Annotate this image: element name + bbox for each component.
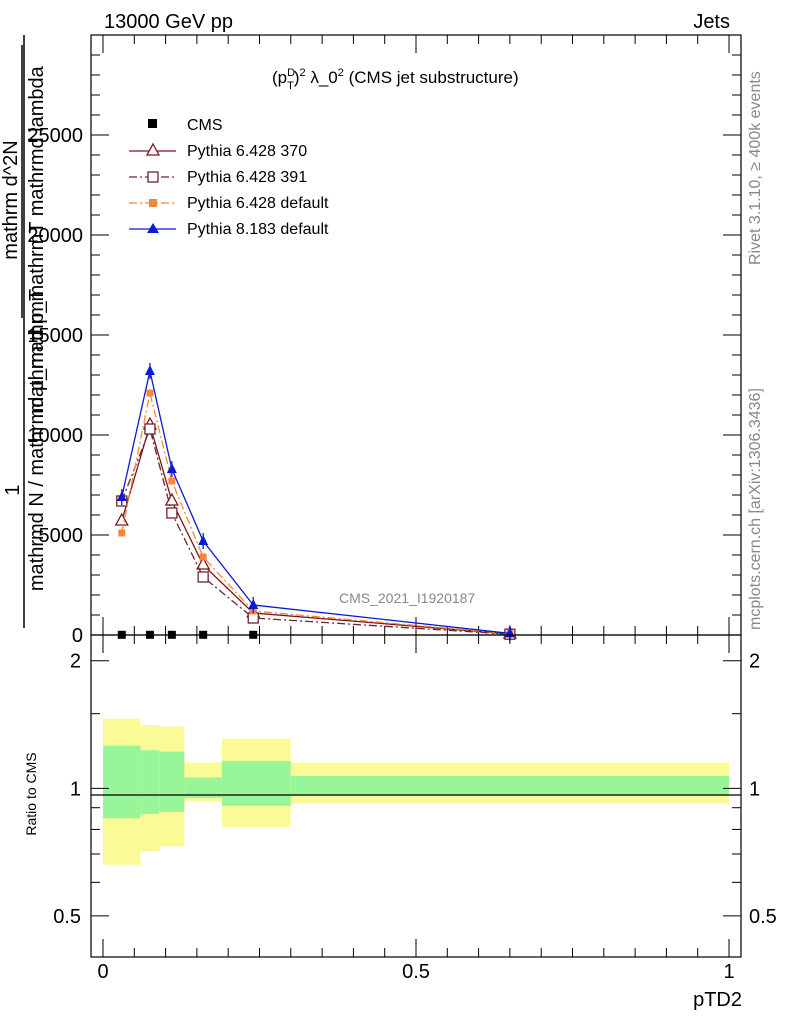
ratio-y-tick-label: 2	[70, 651, 81, 673]
ratio-y-tick-label-right: 2	[749, 651, 760, 673]
main-y-tick-label: 25000	[27, 125, 83, 147]
main-ylabel: 1 mathrmd N / mathrmd p_mathrmT mathrm d…	[0, 35, 48, 628]
energy-label: 13000 GeV pp	[104, 11, 233, 33]
legend-label-py8-default: Pythia 8.183 default	[187, 221, 329, 238]
ratio-y-tick-label: 1	[70, 778, 81, 800]
data-point-py6_370	[196, 556, 211, 570]
data-point-py8_default	[248, 599, 259, 609]
legend-entry-py8-default: Pythia 8.183 default	[129, 221, 329, 238]
legend: CMS Pythia 6.428 370 Pythia 6.428 391 Py…	[129, 117, 329, 238]
data-point-py6_391	[197, 571, 209, 583]
legend-label-py6-370: Pythia 6.428 370	[187, 143, 307, 160]
plot-title: (pD T)2 λ_02 (CMS jet substructure)	[272, 67, 519, 92]
legend-entry-cms: CMS	[148, 117, 223, 134]
ratio-y-tick-label-right: 0.5	[749, 906, 777, 928]
data-point-py6_391	[144, 423, 156, 435]
main-series	[114, 363, 517, 642]
x-axis-label: pTD2	[693, 989, 742, 1011]
main-ylabel-numerator: 1	[2, 484, 24, 495]
data-point-py8_default	[116, 491, 127, 501]
main-y-ticks: 0 5000 10000 15000 20000 25000	[27, 35, 741, 647]
ratio-inner-band	[184, 777, 222, 798]
legend-marker-py6-391	[147, 171, 159, 183]
x-tick-label: 0	[97, 961, 108, 983]
ratio-inner-band	[103, 745, 141, 819]
ratio-y-tick-label: 0.5	[53, 906, 81, 928]
main-ylabel-right-numerator: mathrm d^2N	[0, 140, 22, 259]
ratio-x-ticks: 0 0.5 1	[97, 635, 735, 983]
series-line-py8_default	[121, 370, 510, 635]
main-ylabel-right-denominator: mathrm d p_mathrmT mathrmd lambda	[26, 65, 48, 413]
main-y-tick-label: 10000	[27, 425, 83, 447]
ratio-y-ticks: 0.5 0.5 1 1 2 2	[53, 651, 777, 928]
legend-marker-py6-default	[149, 199, 157, 207]
analysis-id-label: CMS_2021_I1920187	[339, 590, 475, 606]
data-point-py6_default	[118, 529, 126, 537]
main-y-tick-label: 15000	[27, 325, 83, 347]
x-tick-label: 1	[723, 961, 734, 983]
data-point-py6_370	[114, 512, 129, 526]
ratio-inner-band	[221, 761, 291, 806]
rivet-version-label: Rivet 3.1.10, ≥ 400k events	[747, 71, 764, 265]
legend-marker-cms	[148, 119, 157, 128]
ratio-inner-band	[140, 750, 160, 814]
main-ylabel-denominator: mathrmd N / mathrmd p_mathrmT	[26, 289, 48, 591]
ratio-inner-band	[290, 775, 729, 796]
main-y-tick-label: 0	[72, 625, 83, 647]
ratio-inner-band	[159, 751, 185, 812]
data-point-py8_default	[166, 463, 177, 473]
data-point-py8_default	[144, 365, 155, 375]
x-tick-label: 0.5	[402, 961, 430, 983]
main-y-tick-label: 5000	[39, 525, 84, 547]
series-line-py6_391	[121, 426, 510, 635]
ratio-plot: 0.5 0.51 12 2 0 0.5 1 Ratio to CMS pTD2	[23, 634, 777, 1011]
series-line-py6_default	[121, 392, 510, 635]
process-label: Jets	[693, 11, 730, 33]
legend-label-cms: CMS	[187, 117, 223, 134]
ratio-bands	[103, 718, 729, 865]
legend-label-py6-391: Pythia 6.428 391	[187, 169, 307, 186]
series-py6_391	[116, 423, 516, 640]
legend-entry-py6-370: Pythia 6.428 370	[129, 142, 307, 160]
data-point-py8_default	[198, 535, 209, 545]
data-point-py6_default	[146, 389, 154, 397]
data-point-py6_default	[168, 477, 176, 485]
legend-label-py6-default: Pythia 6.428 default	[187, 195, 329, 212]
ratio-y-tick-label-right: 1	[749, 778, 760, 800]
legend-entry-py6-default: Pythia 6.428 default	[129, 195, 329, 212]
data-point-py6_391	[166, 507, 178, 519]
legend-marker-py8-default	[147, 223, 159, 233]
data-point-py6_default	[199, 553, 207, 561]
mcplots-site-label: mcplots.cern.ch [arXiv:1306.3436]	[747, 388, 764, 630]
legend-marker-py6-370	[145, 142, 161, 156]
main-y-tick-label: 20000	[27, 225, 83, 247]
ratio-ylabel: Ratio to CMS	[23, 752, 39, 835]
main-plot: 0 5000 10000 15000 20000 25000 (pD T)2 λ_02 (C…	[27, 34, 742, 647]
legend-entry-py6-391: Pythia 6.428 391	[129, 169, 307, 186]
series-py8_default	[116, 363, 515, 642]
